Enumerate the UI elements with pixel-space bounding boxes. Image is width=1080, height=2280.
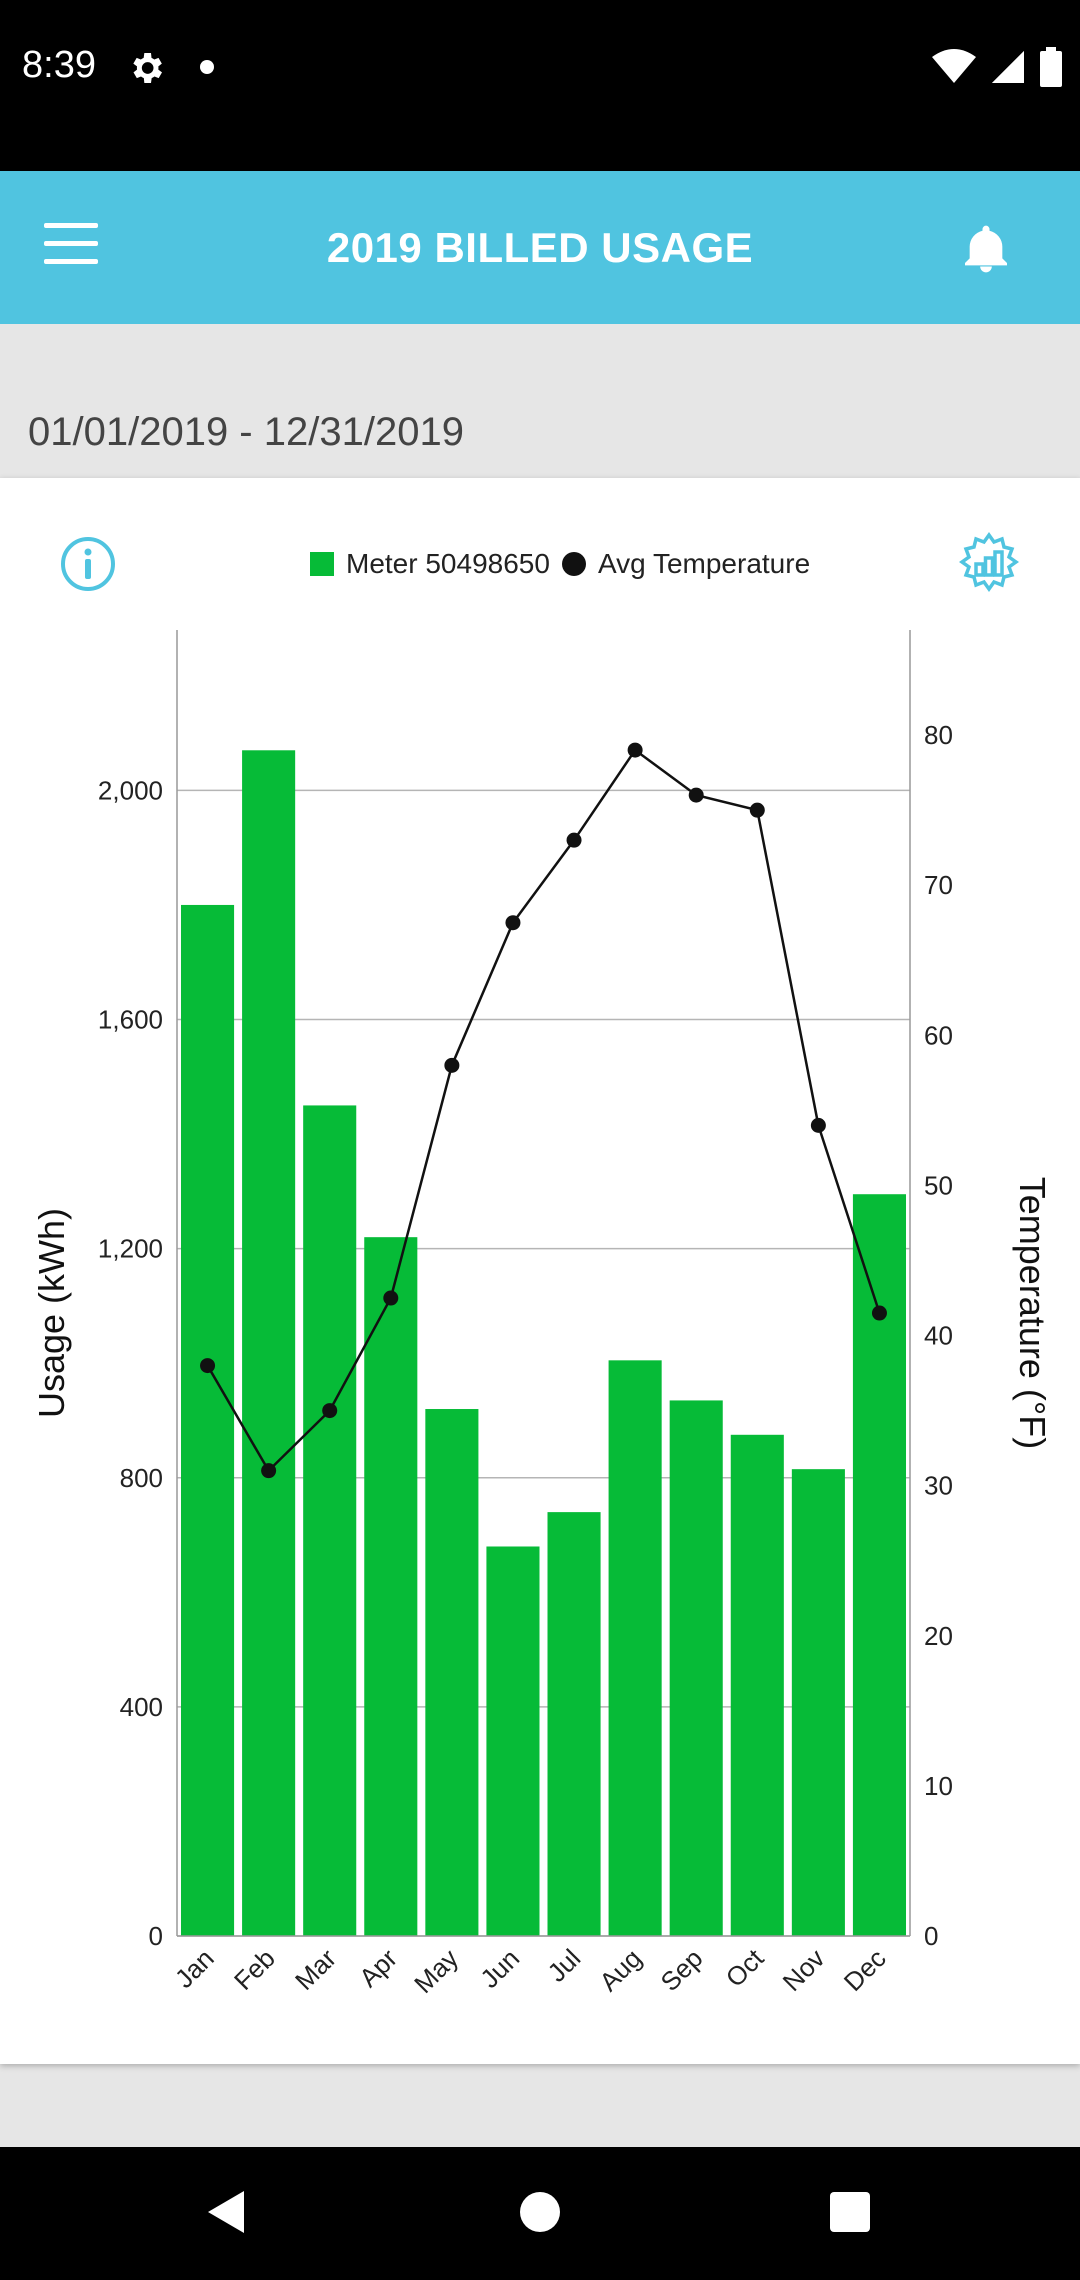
bar-jul [547, 1512, 601, 1936]
settings-status-icon [133, 53, 162, 83]
bell-icon[interactable] [958, 219, 1014, 279]
page-title: 2019 BILLED USAGE [326, 224, 754, 271]
recents-icon[interactable] [815, 2177, 885, 2247]
temperature-point-dec [871, 1305, 887, 1321]
bar-apr [364, 1237, 418, 1936]
y2-tick-label: 80 [924, 720, 953, 750]
bar-feb [242, 750, 296, 1936]
legend-bar-swatch [310, 552, 334, 576]
bar-aug [608, 1360, 662, 1936]
temperature-point-jun [505, 915, 521, 931]
bar-oct [730, 1434, 784, 1936]
date-range: 01/01/2019 - 12/31/2019 [28, 410, 464, 454]
chart-card: Meter 50498650 Avg Temperature 0 400 800 1,… [0, 478, 1080, 2064]
y-tick-label: 2,000 [98, 775, 163, 805]
temperature-line [206, 748, 881, 1473]
chart-legend: Meter 50498650 Avg Temperature [310, 544, 810, 584]
x-tick-label: Jul [542, 1943, 587, 1988]
chart-bars [181, 750, 906, 1936]
legend-line-swatch [561, 552, 586, 576]
temperature-point-jul [566, 832, 582, 848]
status-time: 8:39 [22, 44, 96, 86]
y-tick-label: 800 [120, 1463, 163, 1493]
x-tick-label: Nov [777, 1943, 831, 1997]
legend-label-meter: Meter 50498650 [346, 548, 550, 579]
temperature-point-mar [322, 1403, 338, 1419]
y2-tick-label: 70 [924, 870, 953, 900]
y2-tick-label: 40 [924, 1321, 953, 1351]
x-tick-label: Mar [289, 1943, 342, 1996]
chart-settings-icon[interactable] [954, 530, 1024, 600]
y2-axis-title: Temperature (°F) [1012, 1177, 1053, 1449]
x-tick-label: Jun [474, 1943, 525, 1994]
status-bar: 8:39 [0, 0, 1080, 171]
system-nav-bar [0, 2147, 1080, 2280]
temperature-point-feb [261, 1463, 277, 1479]
bar-mar [303, 1105, 357, 1936]
x-tick-label: Apr [353, 1943, 403, 1993]
status-icons [932, 46, 1062, 88]
app-bar: 2019 BILLED USAGE [0, 171, 1080, 324]
chart-temperature-line [200, 742, 887, 1479]
legend-label-temperature: Avg Temperature [597, 548, 811, 579]
y-tick-label: 1,200 [98, 1234, 163, 1264]
notification-dot-icon [200, 60, 214, 74]
x-tick-label: Jan [169, 1943, 220, 1994]
bar-nov [791, 1469, 845, 1936]
battery-icon [1040, 47, 1062, 87]
y-axis-title: Usage (kWh) [31, 1208, 72, 1418]
chart-axes [176, 630, 911, 1937]
bar-dec [852, 1194, 906, 1936]
bar-sep [669, 1400, 723, 1936]
info-icon[interactable] [58, 534, 118, 594]
bar-jun [486, 1546, 540, 1936]
y-tick-label: 1,600 [98, 1005, 163, 1035]
bar-jan [181, 904, 235, 1936]
y-tick-label: 0 [149, 1921, 163, 1951]
back-icon[interactable] [190, 2177, 260, 2247]
y2-tick-label: 50 [924, 1170, 953, 1200]
cell-signal-icon [992, 51, 1024, 83]
temperature-point-nov [810, 1117, 826, 1133]
x-tick-label: Aug [593, 1943, 647, 1997]
y2-tick-label: 10 [924, 1771, 953, 1801]
temperature-point-aug [627, 742, 643, 758]
y2-tick-label: 30 [924, 1471, 953, 1501]
temperature-point-may [444, 1057, 460, 1073]
y2-tick-label: 20 [924, 1621, 953, 1651]
x-tick-label: Feb [228, 1943, 281, 1996]
y-tick-label: 400 [120, 1692, 163, 1722]
x-tick-label: Dec [838, 1943, 892, 1997]
temperature-point-apr [383, 1290, 399, 1306]
x-tick-label: May [408, 1943, 464, 1999]
home-icon[interactable] [505, 2177, 575, 2247]
wifi-icon [932, 49, 976, 83]
x-tick-label: Sep [655, 1943, 709, 1997]
temperature-point-sep [688, 787, 704, 803]
y2-tick-label: 0 [924, 1921, 938, 1951]
menu-icon[interactable] [44, 223, 108, 271]
temperature-point-jan [200, 1358, 216, 1374]
bar-may [425, 1409, 479, 1936]
y2-tick-label: 60 [924, 1020, 953, 1050]
x-tick-label: Oct [720, 1942, 770, 1992]
usage-chart: 0 400 800 1,200 1,600 2,000 0 10 20 30 40 50 60 70 80 J… [31, 630, 1053, 1999]
temperature-point-oct [749, 802, 765, 818]
